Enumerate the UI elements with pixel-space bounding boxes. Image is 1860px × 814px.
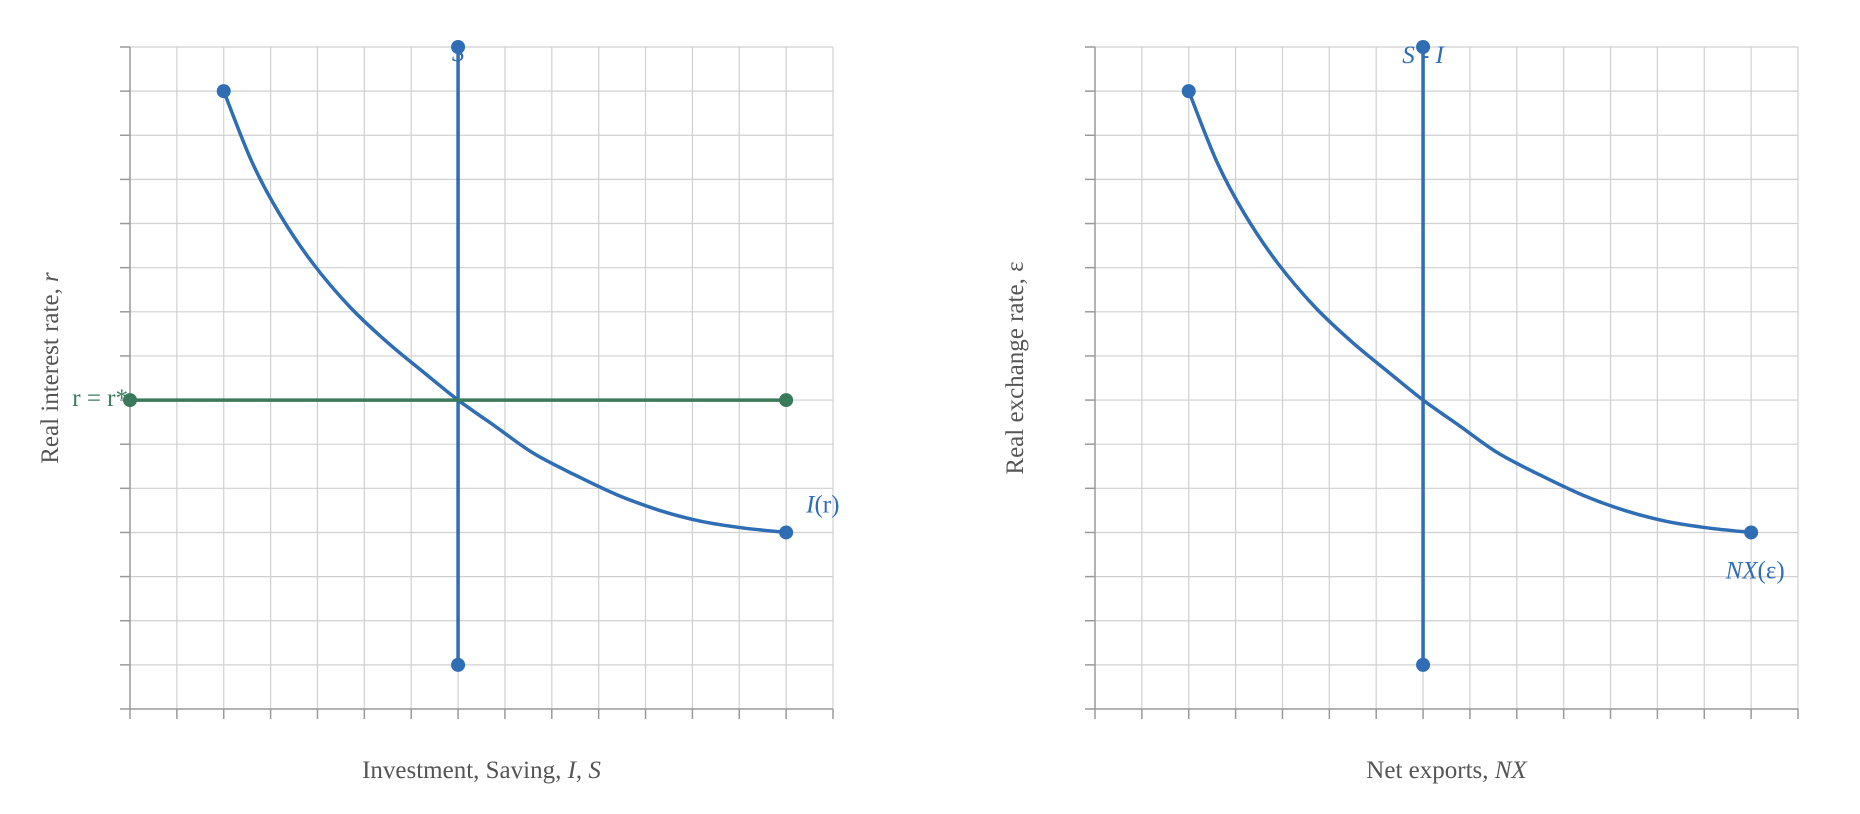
x-axis-title-nx: NX [1494,757,1529,784]
world-rate-label: r = r* [72,385,128,412]
saving-minus-investment-label: S - I [1402,42,1445,69]
endpoint-marker [1744,525,1759,540]
saving-curve-label: S [452,40,465,67]
investment-curve-label: I(r) [805,491,839,518]
chart-marks [123,40,794,672]
gridlines [1095,46,1799,709]
endpoint-marker [123,393,137,408]
gridlines [130,46,834,709]
nx-label-arg: (ε) [1758,557,1785,584]
x-axis-title-s: S [588,757,601,784]
endpoint-marker [779,393,794,408]
nx-label-letters: NX [1725,557,1760,584]
x-axis-title: Net exports, NX [1366,757,1528,784]
endpoint-marker [779,525,794,540]
endpoint-marker [216,84,231,99]
investment-label-arg: (r) [814,491,839,518]
net-exports-curve-label: NX(ε) [1725,557,1785,584]
x-axis-title: Investment, Saving, I, S [362,757,601,784]
y-axis-title-text: Real interest rate, [37,282,64,464]
y-axis-title: Real exchange rate, ε [1002,261,1029,474]
chart-net-exports: S - I NX(ε) Net exports, NX Real exchang… [1002,40,1799,784]
y-axis-title-r: r [37,272,64,282]
endpoint-marker [1181,84,1196,99]
chart-marks [1181,40,1759,672]
series-nx-line [1187,90,1752,535]
endpoint-marker [451,657,466,672]
endpoint-marker [1416,657,1431,672]
investment-label-letter: I [805,491,816,518]
endpoint-marker [1416,40,1431,54]
axis-ticks [120,46,834,719]
y-axis-title: Real interest rate, r [37,272,64,464]
x-axis-title-i: I [567,757,578,784]
series-i-r-line [222,90,787,535]
axis-ticks [1085,46,1799,719]
x-axis-title-text: Net exports, [1366,757,1494,784]
chart-investment-saving: S I(r) r = r* Investment, Saving, I, S R… [37,40,839,784]
x-axis-title-sep: , [576,757,589,784]
x-axis-title-text: Investment, Saving, [362,757,568,784]
endpoint-marker [451,40,466,54]
